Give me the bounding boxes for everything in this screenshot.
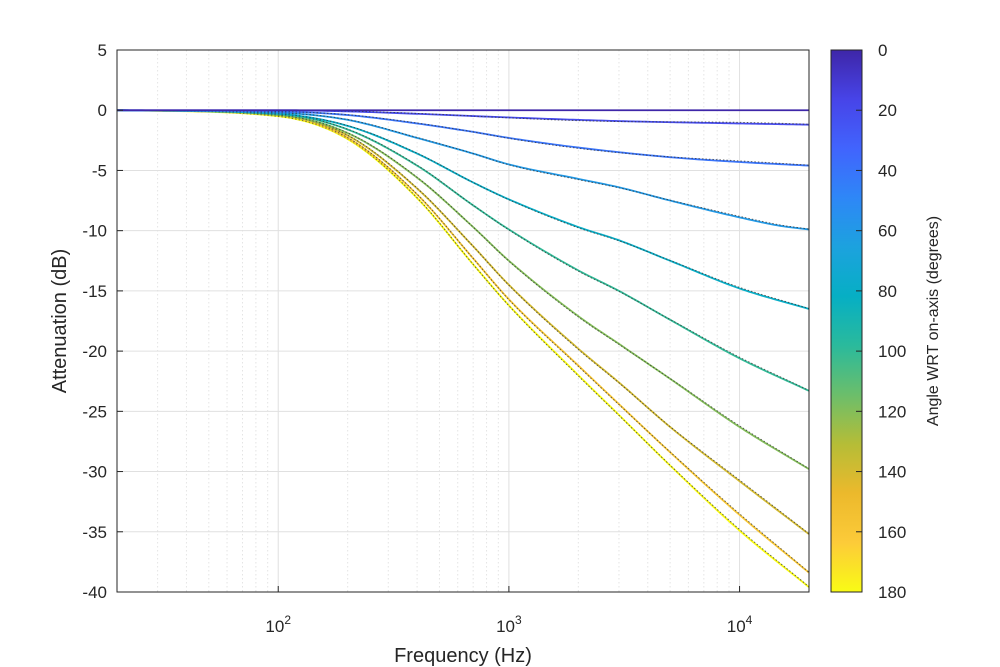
y-tick-label: 0 xyxy=(98,101,107,120)
colorbar-ticks: 0 20 40 60 80 100 120 140 160 180 xyxy=(856,41,906,602)
model-line-100deg xyxy=(116,109,810,391)
x-tick-label: 103 xyxy=(496,613,522,636)
x-axis-label: Frequency (Hz) xyxy=(394,645,532,667)
y-tick-label: -10 xyxy=(82,222,107,241)
plot-area xyxy=(117,50,809,592)
colorbar-tick-label: 80 xyxy=(878,282,897,301)
x-tick-exponent: 4 xyxy=(746,613,753,627)
grid xyxy=(117,50,809,592)
colorbar-tick-label: 0 xyxy=(878,41,887,60)
model-line-160deg xyxy=(116,109,810,573)
y-axis-label: Attenuation (dB) xyxy=(49,249,71,394)
y-tick-label: -30 xyxy=(82,463,107,482)
colorbar-tick-label: 180 xyxy=(878,583,906,602)
colorbar-tick-label: 140 xyxy=(878,463,906,482)
colorbar-label: Angle WRT on-axis (degrees) xyxy=(925,216,942,426)
y-tick-label: 5 xyxy=(98,41,107,60)
model-line-40deg xyxy=(116,109,810,166)
y-tick-label: -40 xyxy=(82,583,107,602)
colorbar-tick-label: 120 xyxy=(878,402,906,421)
x-tick-base: 10 xyxy=(496,617,515,636)
series-layer xyxy=(116,109,810,588)
colorbar-tick-label: 20 xyxy=(878,101,897,120)
x-tick-base: 10 xyxy=(265,617,284,636)
y-tick-label: -25 xyxy=(82,402,107,421)
x-tick-base: 10 xyxy=(727,617,746,636)
axes-box xyxy=(116,49,810,593)
colorbar-tick-label: 40 xyxy=(878,161,897,180)
x-tick-exponent: 3 xyxy=(515,613,522,627)
x-tick-exponent: 2 xyxy=(284,613,291,627)
model-line-60deg xyxy=(116,109,810,230)
x-tick-label: 102 xyxy=(265,613,291,636)
colorbar-tick-label: 160 xyxy=(878,523,906,542)
colorbar-tick-label: 60 xyxy=(878,222,897,241)
colorbar-gradient xyxy=(831,50,862,592)
colorbar-tick-label: 100 xyxy=(878,342,906,361)
x-tick-label: 104 xyxy=(727,613,753,636)
y-tick-label: -15 xyxy=(82,282,107,301)
x-tick-labels: 102 103 104 xyxy=(265,586,753,636)
model-line-120deg xyxy=(116,109,810,470)
y-tick-label: -35 xyxy=(82,523,107,542)
y-tick-labels: 5 0 -5 -10 -15 -20 -25 -30 -35 -40 xyxy=(82,41,123,602)
y-tick-label: -20 xyxy=(82,342,107,361)
model-line-80deg xyxy=(116,109,810,310)
colorbar-frame xyxy=(830,49,863,593)
y-tick-label: -5 xyxy=(92,161,107,180)
